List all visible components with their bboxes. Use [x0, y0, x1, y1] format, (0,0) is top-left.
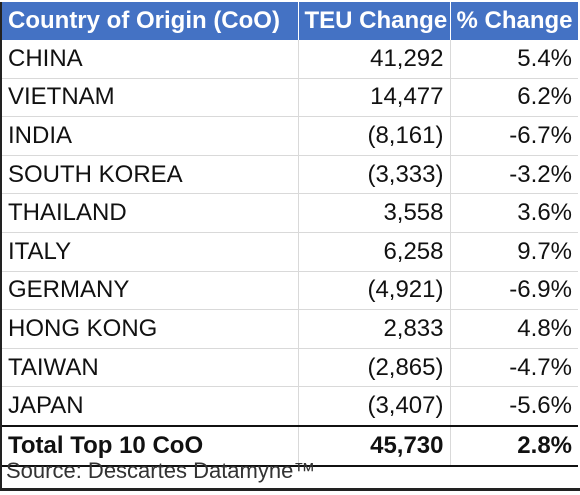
teu-change-cell: (4,921) — [298, 271, 451, 311]
teu-change-cell: 2,833 — [298, 309, 451, 349]
country-cell: ITALY — [2, 232, 299, 272]
country-cell: VIETNAM — [2, 78, 299, 118]
table-body: CHINA 41,292 5.4% VIETNAM 14,477 6.2% INDIA (8,… — [2, 40, 578, 467]
teu-change-cell: (2,865) — [298, 348, 451, 388]
teu-change-cell: 3,558 — [298, 193, 451, 233]
table-row: CHINA 41,292 5.4% — [2, 40, 578, 79]
total-teu-change-cell: 45,730 — [298, 424, 451, 467]
table-row: INDIA (8,161) -6.7% — [2, 116, 578, 156]
teu-change-cell: (3,333) — [298, 155, 451, 195]
column-header-teu-change: TEU Change — [298, 2, 451, 40]
pct-change-cell: -6.7% — [450, 116, 578, 156]
source-note: Source: Descartes Datamyne™ — [6, 458, 316, 483]
country-cell: GERMANY — [2, 271, 299, 311]
total-pct-change-cell: 2.8% — [450, 424, 578, 467]
country-cell: TAIWAN — [2, 348, 299, 388]
pct-change-cell: -3.2% — [450, 155, 578, 195]
left-border — [0, 2, 2, 490]
table-row: SOUTH KOREA (3,333) -3.2% — [2, 155, 578, 195]
pct-change-cell: 3.6% — [450, 193, 578, 233]
data-table: Country of Origin (CoO) TEU Change % Cha… — [2, 2, 578, 467]
pct-change-cell: 6.2% — [450, 78, 578, 118]
pct-change-cell: 9.7% — [450, 232, 578, 272]
total-row: Total Top 10 CoO 45,730 2.8% — [2, 424, 578, 467]
teu-change-cell: 14,477 — [298, 78, 451, 118]
table-row: VIETNAM 14,477 6.2% — [2, 78, 578, 118]
pct-change-cell: -5.6% — [450, 386, 578, 427]
teu-change-cell: 41,292 — [298, 40, 451, 79]
table-row: JAPAN (3,407) -5.6% — [2, 386, 578, 427]
column-header-country: Country of Origin (CoO) — [2, 2, 299, 40]
total-label-cell: Total Top 10 CoO — [2, 424, 299, 467]
column-header-pct-change: % Change — [450, 2, 578, 40]
table-row: ITALY 6,258 9.7% — [2, 232, 578, 272]
country-cell: INDIA — [2, 116, 299, 156]
table-row: GERMANY (4,921) -6.9% — [2, 271, 578, 311]
pct-change-cell: -4.7% — [450, 348, 578, 388]
table-row: THAILAND 3,558 3.6% — [2, 193, 578, 233]
teu-change-cell: (3,407) — [298, 386, 451, 427]
table-row: TAIWAN (2,865) -4.7% — [2, 348, 578, 388]
country-cell: THAILAND — [2, 193, 299, 233]
country-cell: CHINA — [2, 40, 299, 79]
table-row: HONG KONG 2,833 4.8% — [2, 309, 578, 349]
pct-change-cell: 4.8% — [450, 309, 578, 349]
teu-change-cell: (8,161) — [298, 116, 451, 156]
bottom-border — [0, 488, 580, 491]
pct-change-cell: 5.4% — [450, 40, 578, 79]
country-cell: HONG KONG — [2, 309, 299, 349]
header-row: Country of Origin (CoO) TEU Change % Cha… — [2, 2, 578, 40]
teu-change-cell: 6,258 — [298, 232, 451, 272]
country-cell: JAPAN — [2, 386, 299, 427]
pct-change-cell: -6.9% — [450, 271, 578, 311]
country-cell: SOUTH KOREA — [2, 155, 299, 195]
